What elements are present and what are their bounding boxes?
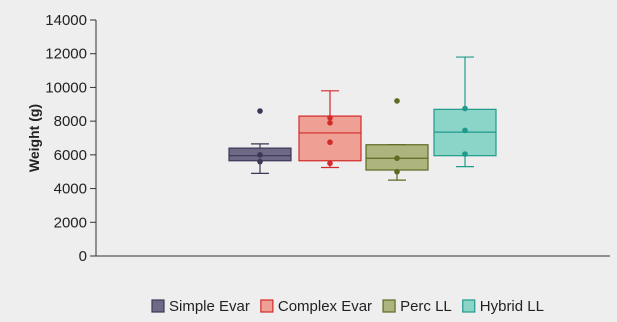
y-tick-label: 6000 <box>54 147 87 164</box>
y-axis: 0 2000 4000 6000 8000 10000 12000 14000 <box>45 12 97 265</box>
data-point <box>257 158 263 165</box>
legend: Simple Evar Complex Evar Perc LL Hybrid LL <box>151 298 544 315</box>
y-tick-label: 4000 <box>54 181 87 198</box>
data-point <box>462 105 468 112</box>
data-point <box>394 155 400 162</box>
data-point <box>327 139 333 146</box>
legend-swatch <box>462 299 476 313</box>
box-series-group <box>228 56 497 181</box>
legend-swatch <box>151 299 165 313</box>
data-point <box>462 151 468 157</box>
data-point <box>257 152 263 158</box>
legend-label: Complex Evar <box>278 298 372 315</box>
data-point <box>394 98 400 104</box>
iqr-box <box>365 144 429 171</box>
data-point <box>327 160 333 167</box>
data-point <box>394 168 400 175</box>
y-tick-label: 12000 <box>45 46 87 63</box>
data-point <box>257 108 263 114</box>
y-tick-label: 2000 <box>54 214 87 231</box>
y-tick-label: 0 <box>79 248 87 265</box>
data-point <box>462 127 468 134</box>
legend-label: Simple Evar <box>169 298 250 315</box>
data-point <box>327 120 333 126</box>
box-complex-evar <box>298 90 362 169</box>
legend-item: Complex Evar <box>260 298 372 315</box>
legend-item: Simple Evar <box>151 298 250 315</box>
y-tick-label: 8000 <box>54 113 87 130</box>
box-perc-ll <box>365 98 429 181</box>
data-point <box>327 114 333 121</box>
legend-swatch <box>382 299 396 313</box>
y-tick-label: 14000 <box>45 12 87 29</box>
legend-label: Perc LL <box>400 298 452 315</box>
legend-swatch <box>260 299 274 313</box>
y-tick-label: 10000 <box>45 79 87 96</box>
legend-item: Perc LL <box>382 298 452 315</box>
legend-item: Hybrid LL <box>462 298 544 315</box>
box-simple-evar <box>228 108 292 174</box>
box-hybrid-ll <box>433 56 497 168</box>
legend-label: Hybrid LL <box>480 298 544 315</box>
y-axis-title: Weight (g) <box>26 104 42 172</box>
